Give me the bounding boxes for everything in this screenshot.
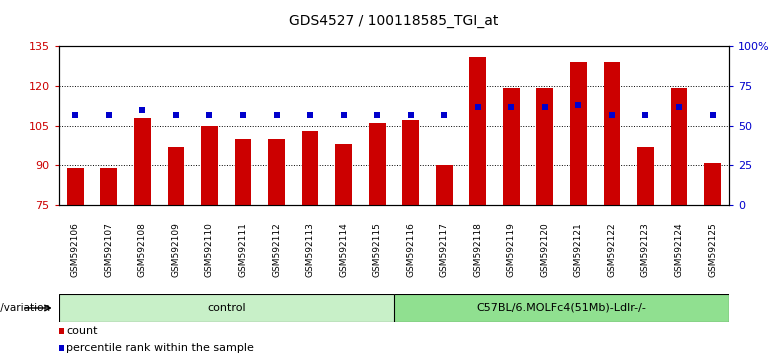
- Bar: [134, 118, 151, 205]
- Text: GSM592109: GSM592109: [172, 222, 180, 277]
- Text: GSM592117: GSM592117: [440, 222, 448, 277]
- Bar: [67, 168, 83, 205]
- Bar: [436, 165, 452, 205]
- Bar: [537, 88, 553, 205]
- Text: C57BL/6.MOLFc4(51Mb)-Ldlr-/-: C57BL/6.MOLFc4(51Mb)-Ldlr-/-: [477, 303, 647, 313]
- Text: GSM592122: GSM592122: [608, 222, 616, 277]
- Text: genotype/variation: genotype/variation: [0, 303, 51, 313]
- Bar: [101, 168, 117, 205]
- Text: GSM592110: GSM592110: [205, 222, 214, 277]
- Text: count: count: [66, 326, 98, 336]
- Text: GSM592116: GSM592116: [406, 222, 415, 277]
- Bar: [671, 88, 687, 205]
- Text: GSM592114: GSM592114: [339, 222, 348, 277]
- Text: GSM592124: GSM592124: [675, 222, 683, 277]
- Bar: [201, 126, 218, 205]
- Text: GSM592119: GSM592119: [507, 222, 516, 277]
- Text: GDS4527 / 100118585_TGI_at: GDS4527 / 100118585_TGI_at: [289, 14, 498, 28]
- Text: GSM592107: GSM592107: [105, 222, 113, 277]
- Text: GSM592112: GSM592112: [272, 222, 281, 277]
- Bar: [704, 163, 721, 205]
- Bar: [402, 120, 419, 205]
- Text: percentile rank within the sample: percentile rank within the sample: [66, 343, 254, 353]
- Text: GSM592108: GSM592108: [138, 222, 147, 277]
- Text: GSM592111: GSM592111: [239, 222, 247, 277]
- Text: GSM592115: GSM592115: [373, 222, 381, 277]
- Bar: [335, 144, 352, 205]
- Bar: [235, 139, 251, 205]
- Text: control: control: [207, 303, 246, 313]
- Bar: [302, 131, 318, 205]
- Bar: [604, 62, 620, 205]
- Text: GSM592106: GSM592106: [71, 222, 80, 277]
- Text: GSM592123: GSM592123: [641, 222, 650, 277]
- Bar: [503, 88, 519, 205]
- Text: GSM592113: GSM592113: [306, 222, 314, 277]
- Text: GSM592120: GSM592120: [541, 222, 549, 277]
- Bar: [470, 57, 486, 205]
- Bar: [637, 147, 654, 205]
- Bar: [268, 139, 285, 205]
- Bar: [570, 62, 587, 205]
- Text: GSM592118: GSM592118: [473, 222, 482, 277]
- Text: GSM592121: GSM592121: [574, 222, 583, 277]
- Bar: [369, 123, 385, 205]
- Text: GSM592125: GSM592125: [708, 222, 717, 277]
- Bar: [168, 147, 184, 205]
